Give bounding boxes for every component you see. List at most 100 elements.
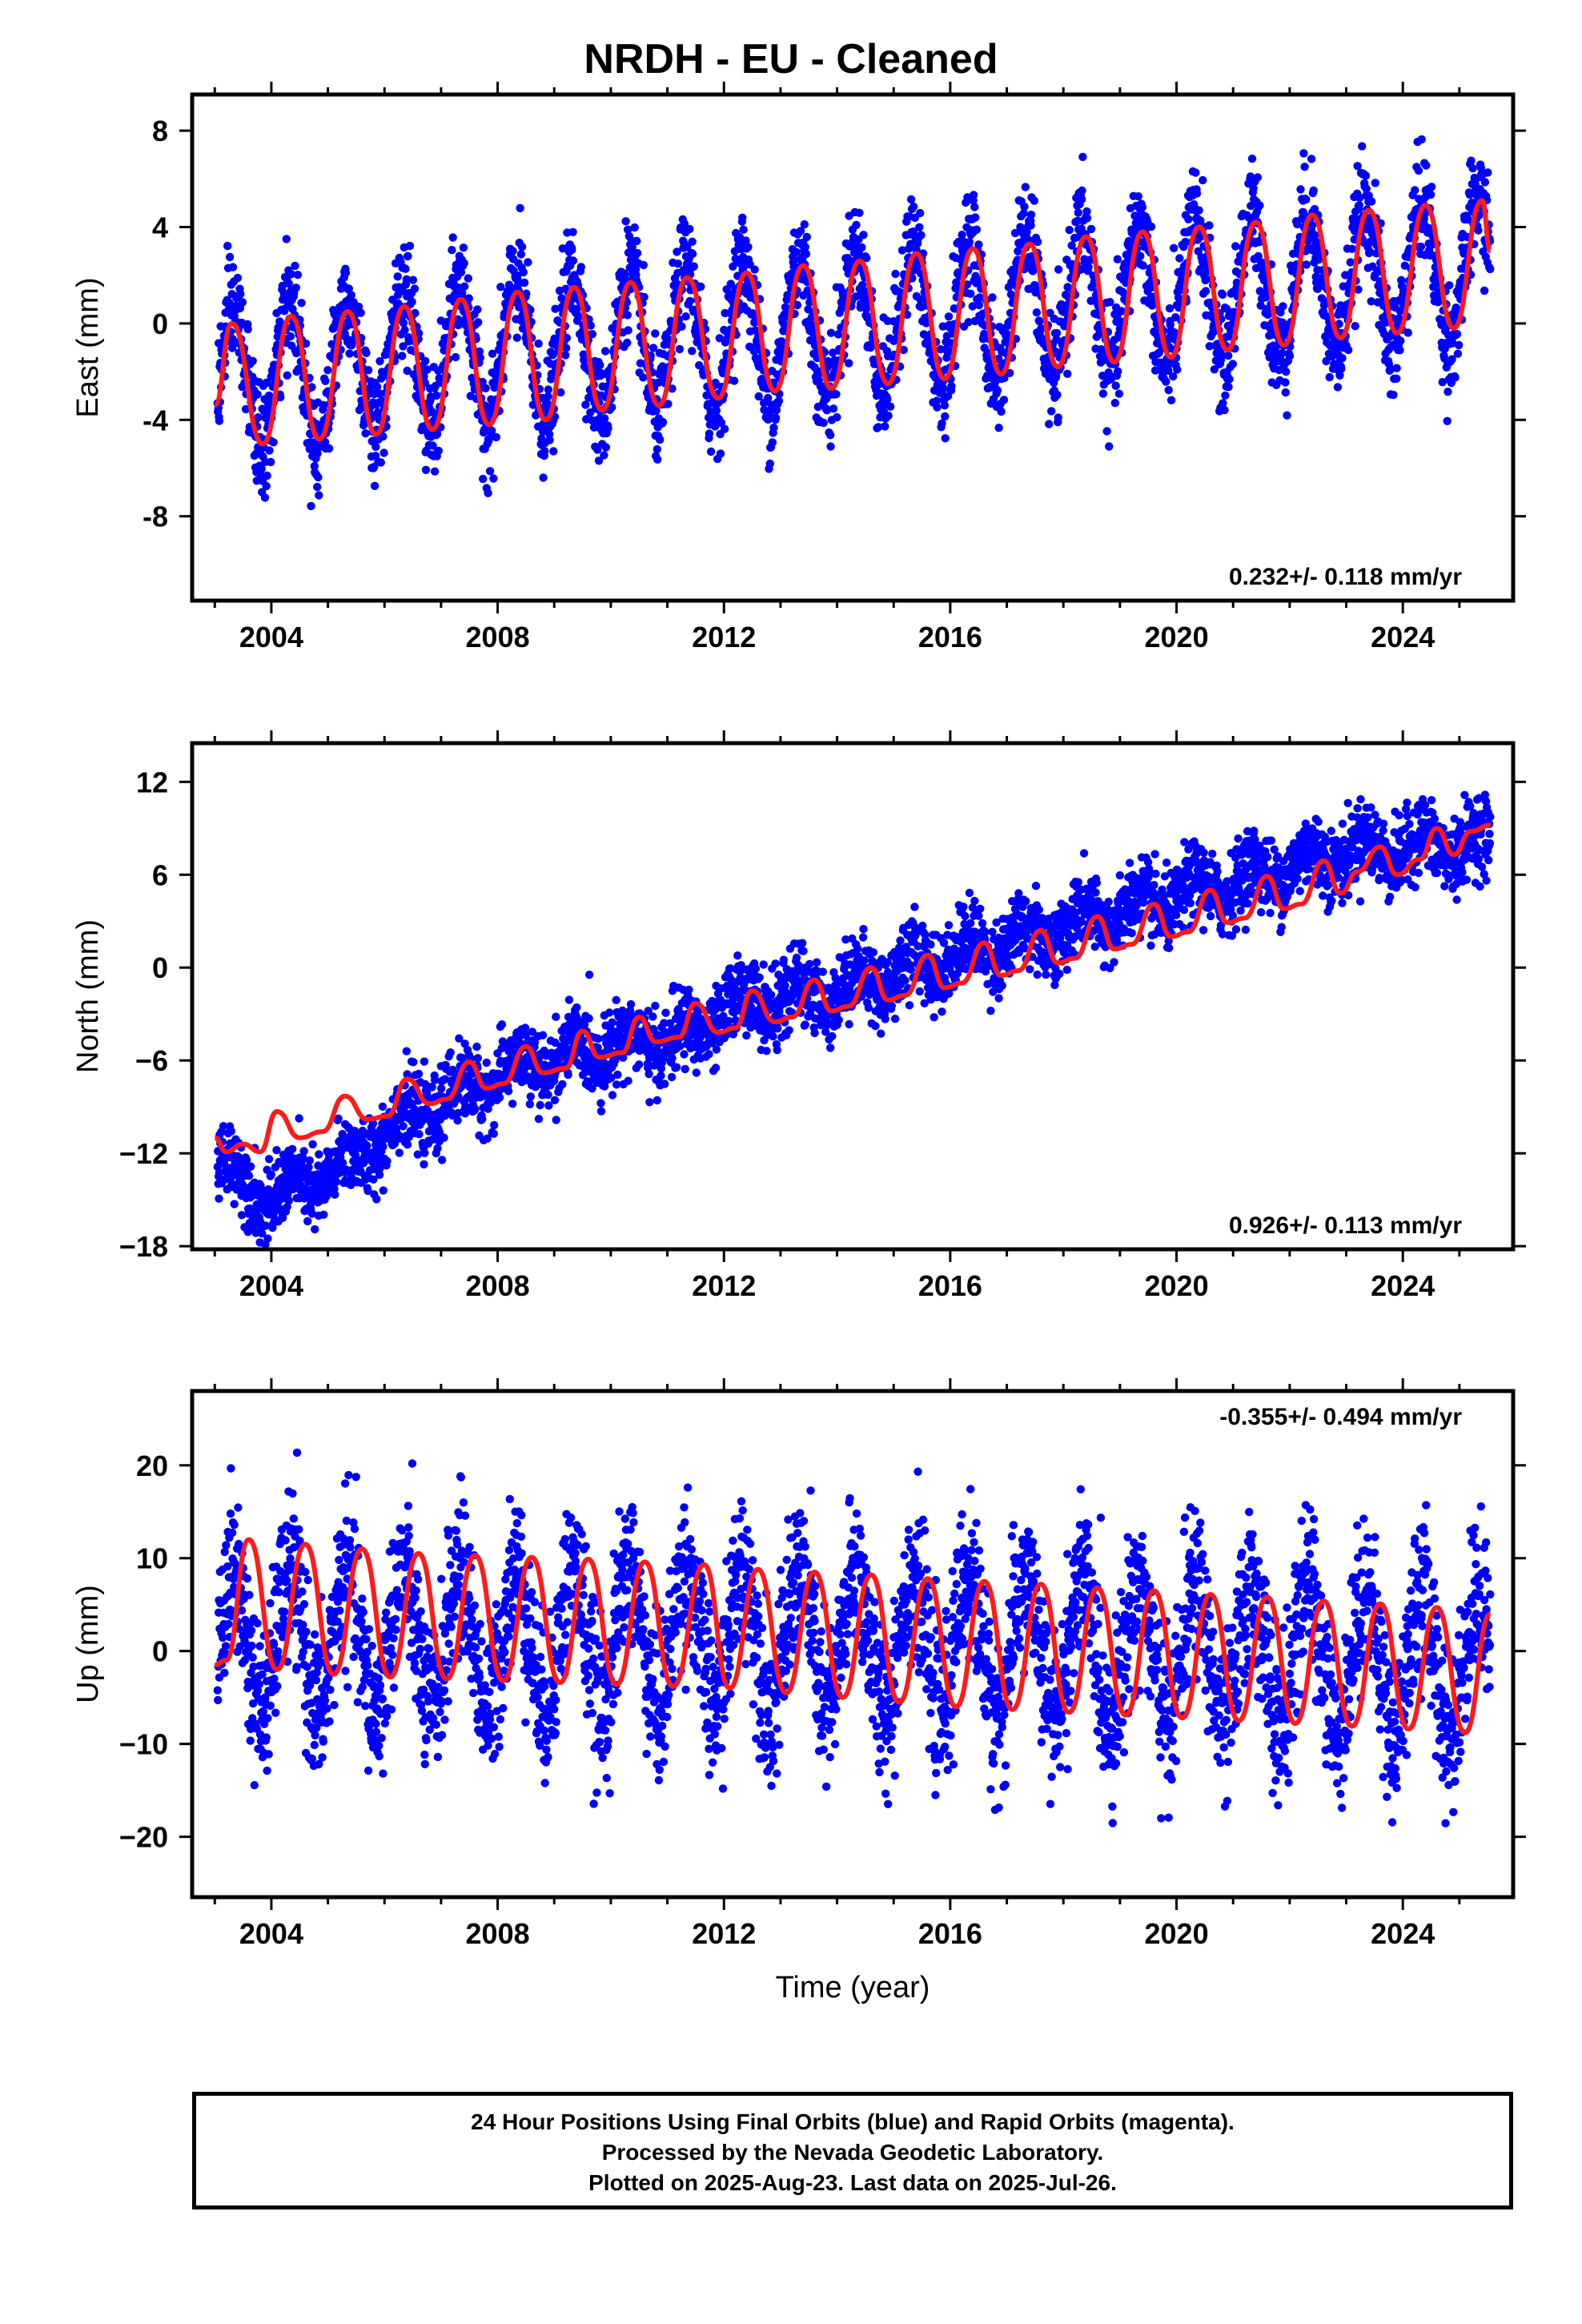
data-point bbox=[526, 1092, 535, 1101]
data-point bbox=[939, 384, 948, 393]
data-point bbox=[1201, 287, 1211, 296]
data-point bbox=[544, 1101, 553, 1110]
data-point bbox=[720, 424, 729, 433]
data-point bbox=[1452, 330, 1462, 339]
panel-north: 2004 2008 2012 2016 2020 2024−18−12−60612Nort… bbox=[71, 730, 1526, 1302]
data-point bbox=[1114, 367, 1122, 376]
data-point bbox=[1164, 385, 1173, 395]
data-point bbox=[739, 225, 748, 234]
data-point bbox=[456, 267, 466, 277]
data-point bbox=[1047, 407, 1056, 416]
data-point bbox=[410, 284, 420, 293]
data-point bbox=[248, 356, 257, 365]
data-point bbox=[962, 280, 972, 289]
data-point bbox=[1021, 183, 1030, 191]
data-point bbox=[832, 390, 841, 399]
data-point bbox=[331, 1177, 341, 1186]
data-point bbox=[630, 223, 639, 232]
data-point bbox=[369, 1175, 378, 1184]
data-point bbox=[307, 501, 315, 511]
data-point bbox=[1218, 290, 1227, 300]
data-point bbox=[1417, 135, 1426, 144]
data-point bbox=[765, 409, 774, 419]
data-point bbox=[681, 312, 690, 321]
data-point bbox=[257, 464, 266, 473]
data-point bbox=[1330, 360, 1339, 368]
data-point bbox=[593, 445, 602, 454]
data-point bbox=[363, 1186, 372, 1196]
data-point bbox=[891, 269, 900, 279]
data-point bbox=[561, 351, 570, 360]
data-point bbox=[485, 467, 495, 476]
y-axis-label: East (mm) bbox=[71, 277, 105, 417]
data-point bbox=[1299, 149, 1308, 158]
data-point bbox=[1302, 195, 1311, 204]
data-point bbox=[579, 1036, 588, 1045]
chart-title: NRDH - EU - Cleaned bbox=[584, 36, 998, 82]
data-point bbox=[620, 271, 629, 280]
data-point bbox=[741, 236, 750, 245]
data-point bbox=[379, 432, 387, 441]
data-point bbox=[612, 995, 620, 1005]
data-point bbox=[1365, 247, 1374, 256]
data-point bbox=[711, 378, 720, 388]
data-point bbox=[999, 396, 1009, 404]
data-point bbox=[556, 388, 565, 397]
data-point bbox=[1192, 189, 1202, 198]
data-point bbox=[688, 347, 697, 356]
data-point bbox=[308, 1140, 317, 1149]
data-point bbox=[1396, 336, 1405, 345]
data-point bbox=[1205, 221, 1214, 230]
data-point bbox=[525, 1100, 535, 1109]
data-point bbox=[796, 227, 805, 235]
data-point bbox=[420, 1160, 428, 1169]
data-point bbox=[356, 308, 365, 317]
data-point bbox=[520, 278, 529, 287]
data-point bbox=[241, 404, 251, 414]
data-point bbox=[440, 1075, 450, 1084]
data-point bbox=[1327, 352, 1336, 361]
data-point bbox=[1307, 221, 1317, 230]
data-point bbox=[612, 1080, 621, 1089]
data-point bbox=[1173, 365, 1182, 374]
data-point bbox=[1146, 222, 1156, 231]
data-point bbox=[601, 443, 611, 452]
data-point bbox=[874, 423, 883, 432]
data-point bbox=[651, 329, 660, 338]
data-point bbox=[534, 1115, 544, 1124]
data-point bbox=[299, 1153, 307, 1162]
data-point bbox=[378, 1102, 387, 1112]
data-point bbox=[379, 1186, 387, 1195]
data-point bbox=[323, 366, 332, 375]
data-point bbox=[586, 321, 595, 330]
data-point bbox=[522, 289, 531, 298]
data-point bbox=[1367, 297, 1375, 306]
data-point bbox=[228, 263, 238, 271]
data-point bbox=[717, 418, 726, 428]
data-point bbox=[297, 299, 306, 308]
data-point bbox=[936, 345, 945, 354]
data-point bbox=[826, 442, 835, 451]
data-point bbox=[530, 1038, 540, 1047]
data-point bbox=[1353, 162, 1362, 171]
data-point bbox=[1065, 226, 1074, 235]
data-point bbox=[420, 1057, 429, 1066]
data-point bbox=[857, 243, 866, 252]
data-point bbox=[299, 1147, 308, 1156]
data-point bbox=[363, 366, 373, 375]
data-point bbox=[399, 319, 408, 328]
data-point bbox=[471, 1104, 480, 1114]
data-point bbox=[774, 396, 784, 405]
data-point bbox=[568, 245, 576, 255]
data-point bbox=[338, 1129, 347, 1139]
y-tick-label: 0 bbox=[152, 308, 168, 340]
data-point bbox=[1231, 242, 1240, 251]
data-point bbox=[315, 1150, 323, 1159]
data-point bbox=[1220, 405, 1229, 415]
data-point bbox=[215, 1194, 223, 1203]
data-point bbox=[375, 356, 384, 366]
data-point bbox=[640, 292, 648, 302]
data-point bbox=[1162, 377, 1170, 386]
data-point bbox=[792, 247, 801, 256]
data-point bbox=[1035, 317, 1044, 326]
